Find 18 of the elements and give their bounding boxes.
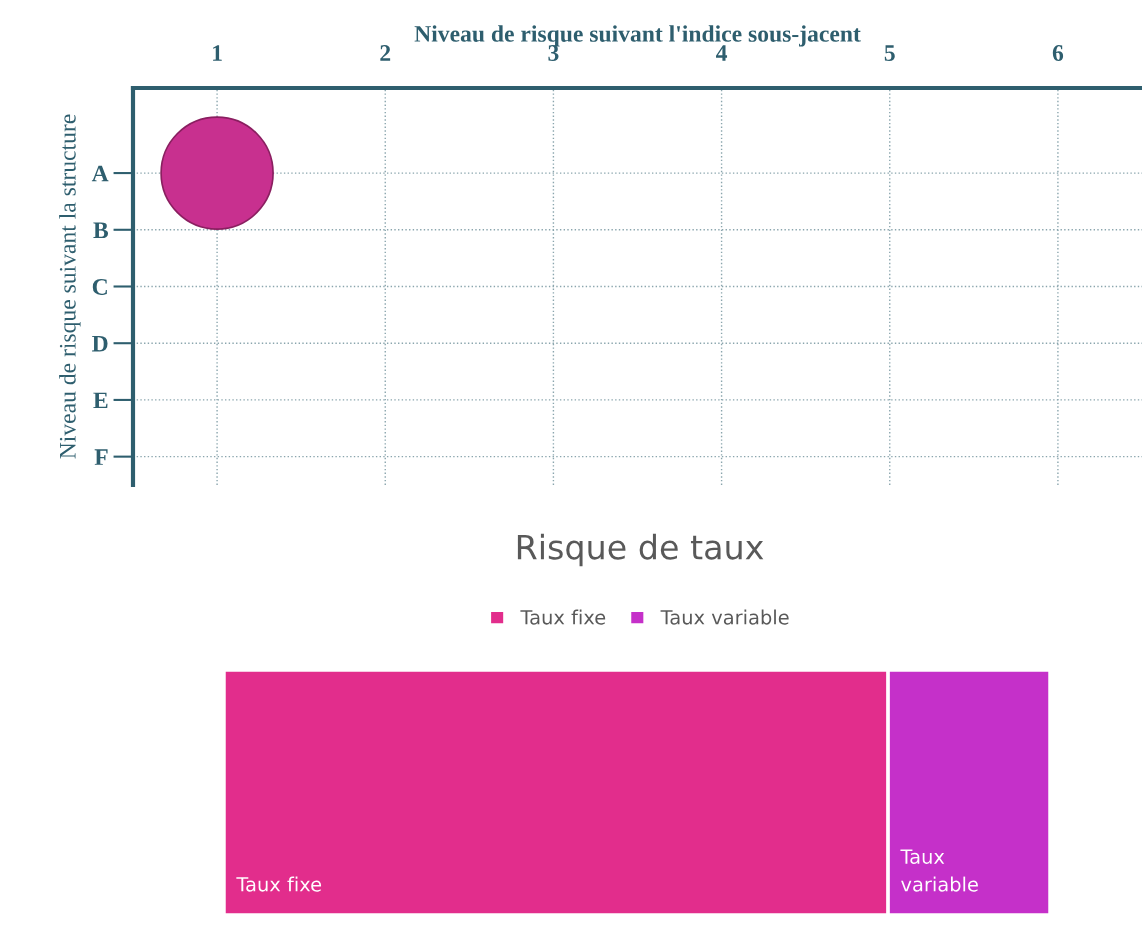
- y-tick-label: A: [91, 165, 109, 182]
- legend-label: Taux variable: [660, 609, 789, 625]
- y-tick-label: E: [93, 392, 108, 409]
- x-tick-label: 3: [548, 45, 559, 61]
- y-tick-label: B: [93, 222, 109, 239]
- x-tick-label: 4: [716, 45, 728, 61]
- x-tick-label: 2: [380, 45, 391, 61]
- y-tick-label: D: [92, 335, 108, 352]
- annotation: Taux fixe: [236, 876, 322, 892]
- x-tick-label: 6: [1052, 45, 1064, 61]
- y-axis-title: Niveau de risque suivant la structure: [59, 114, 81, 459]
- chart-title: Risque de taux: [517, 533, 764, 567]
- y-tick-label: C: [92, 279, 107, 295]
- x-tick-label: 1: [213, 45, 222, 61]
- y-tick-label: F: [94, 449, 108, 465]
- annotation: Taux variable: [900, 849, 978, 892]
- x-tick-label: 5: [884, 45, 895, 61]
- legend-label: Taux fixe: [520, 609, 606, 625]
